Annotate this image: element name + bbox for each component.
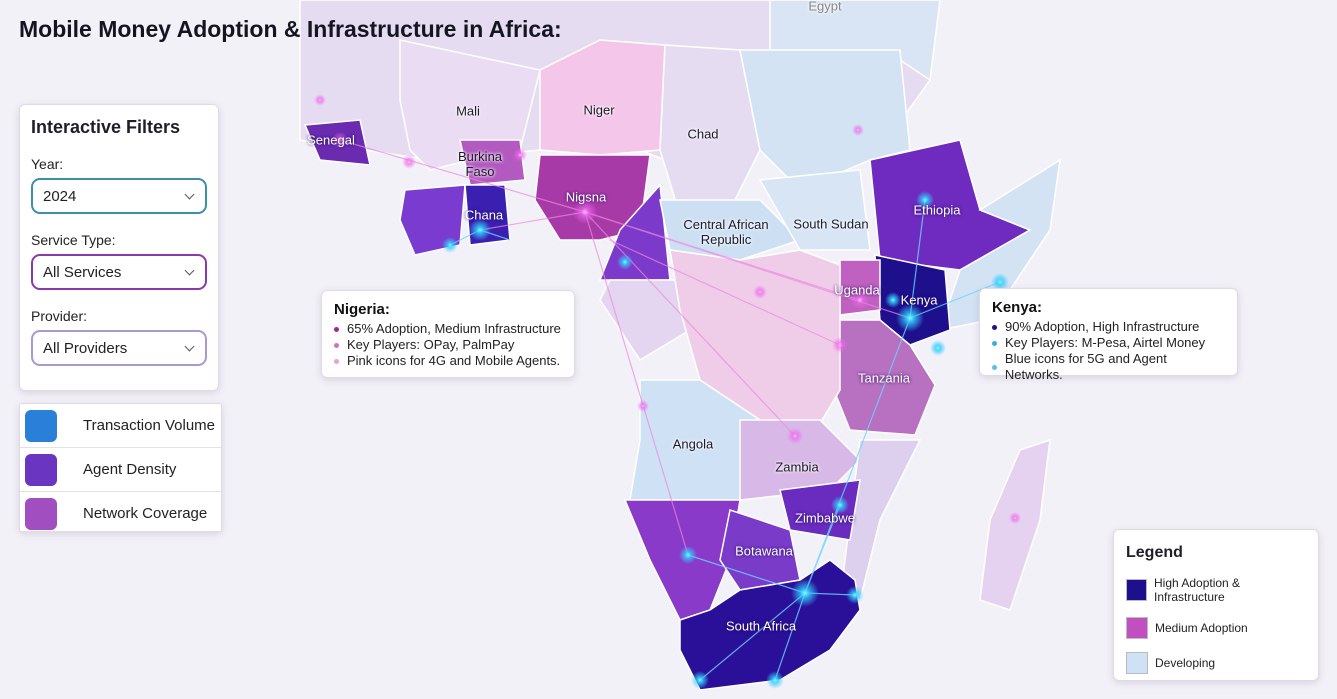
map-label: Zambia <box>775 459 819 475</box>
legend: Legend High Adoption & Infrastructure Me… <box>1113 529 1319 681</box>
callout-item: 90% Adoption, High Infrastructure <box>992 319 1225 335</box>
callout: Kenya: 90% Adoption, High Infrastructure… <box>979 288 1238 382</box>
filter-value: 2024 <box>43 187 77 205</box>
filter-label: Year: <box>31 156 64 172</box>
callout-item: Key Players: OPay, PalmPay <box>334 337 562 353</box>
map-label: Tanzania <box>857 370 911 386</box>
network-dots <box>314 94 1021 689</box>
legend-item: Developing <box>1126 652 1306 674</box>
layer-label: Agent Density <box>83 461 177 478</box>
map-label: Zimbabwe <box>795 510 855 526</box>
layer-icon <box>25 453 57 486</box>
filter-select[interactable]: All Providers <box>31 330 207 366</box>
map-label: Chad <box>687 126 719 142</box>
filters-title: Interactive Filters <box>31 117 181 137</box>
layer-toggle[interactable]: Network Coverage <box>20 492 221 535</box>
callout-item: Blue icons for 5G and Agent Networks. <box>992 351 1225 383</box>
filters-panel: Interactive Filters Year: 2024 Service T… <box>19 104 219 391</box>
layer-icon <box>25 409 57 442</box>
countries <box>299 0 1061 691</box>
map-label: Egypt <box>808 0 842 14</box>
map-label: Chana <box>464 207 504 223</box>
map-label: Nigsna <box>565 189 607 205</box>
map-label: Kenya <box>900 292 938 308</box>
map-label: Uganda <box>834 282 880 298</box>
legend-label: Developing <box>1155 656 1216 670</box>
layer-icon <box>25 497 57 530</box>
layers-panel: Transaction Volume Agent Density Network… <box>19 403 222 532</box>
callout-text: Key Players: M-Pesa, Airtel Money <box>1005 335 1206 350</box>
legend-title: Legend <box>1126 544 1183 561</box>
callout-text: 65% Adoption, Medium Infrastructure <box>347 321 561 336</box>
map-label: Central African Republic <box>683 217 769 247</box>
connections <box>339 139 911 556</box>
layer-toggle[interactable]: Agent Density <box>20 448 221 492</box>
callout-item: 65% Adoption, Medium Infrastructure <box>334 321 562 337</box>
legend-label: High Adoption & Infrastructure <box>1153 576 1241 604</box>
callout-title: Kenya: <box>992 299 1043 316</box>
map-label: Senegal <box>307 132 355 148</box>
legend-item: Medium Adoption <box>1126 617 1306 639</box>
page-title: Mobile Money Adoption & Infrastructure i… <box>19 16 562 42</box>
callout-text: Pink icons for 4G and Mobile Agents. <box>347 353 561 368</box>
callout-text: 90% Adoption, High Infrastructure <box>1005 319 1200 334</box>
map-label: South Africa <box>725 618 797 634</box>
map-label: Mali <box>456 103 480 119</box>
callout-text: Blue icons for 5G and Agent Networks. <box>1004 351 1167 382</box>
map-label: South Sudan <box>793 216 869 232</box>
layer-toggle[interactable]: Transaction Volume <box>20 404 221 448</box>
filter-label: Service Type: <box>31 232 116 248</box>
map-label: Angola <box>672 436 714 452</box>
map-label: Burkina Faso <box>457 149 503 179</box>
filter-select[interactable]: All Services <box>31 254 207 290</box>
filter-label: Provider: <box>31 308 88 324</box>
layer-label: Transaction Volume <box>83 417 216 434</box>
callout-title: Nigeria: <box>334 301 390 318</box>
legend-item: High Adoption & Infrastructure <box>1126 576 1306 604</box>
map-label: Niger <box>583 102 615 118</box>
filter-select[interactable]: 2024 <box>31 178 207 214</box>
layer-label: Network Coverage <box>83 505 208 522</box>
legend-label: Medium Adoption <box>1155 621 1248 635</box>
map-label: Ethiopia <box>913 202 961 218</box>
network-lines <box>449 199 1001 681</box>
callout-item: Pink icons for 4G and Mobile Agents. <box>334 353 562 369</box>
filter-value: All Providers <box>43 339 128 357</box>
map-label: Botawana <box>735 543 793 559</box>
callout: Nigeria: 65% Adoption, Medium Infrastruc… <box>321 290 575 378</box>
callout-text: Key Players: OPay, PalmPay <box>347 337 515 352</box>
callout-item: Key Players: M-Pesa, Airtel Money <box>992 335 1225 351</box>
filter-value: All Services <box>43 263 122 281</box>
